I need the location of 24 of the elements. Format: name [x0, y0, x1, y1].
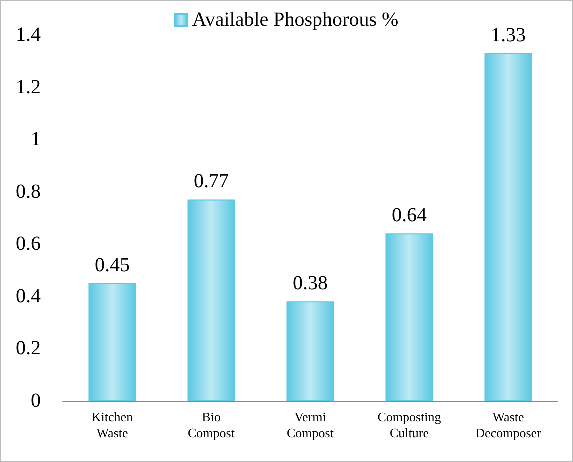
y-tick-label: 1 — [31, 128, 41, 151]
data-label: 0.64 — [392, 204, 427, 227]
x-tick-label: Bio Compost — [188, 410, 236, 440]
data-label: 1.33 — [491, 24, 526, 46]
bar — [188, 200, 236, 401]
y-tick-label: 0.6 — [16, 233, 41, 256]
x-tick-label: Composting Culture — [378, 410, 442, 440]
bar — [286, 302, 334, 401]
y-tick-label: 0.4 — [16, 285, 41, 308]
x-tick-label: Kitchen Waste — [92, 410, 134, 440]
y-tick-label: 1.2 — [16, 76, 41, 98]
bar — [88, 283, 136, 401]
x-tick-label: Vermi Compost — [287, 410, 334, 440]
data-label: 0.45 — [95, 254, 130, 276]
x-tick-label: Waste Decomposer — [476, 410, 542, 440]
y-tick-label: 0.2 — [16, 338, 41, 360]
y-tick-label: 1.4 — [16, 24, 41, 46]
data-label: 0.38 — [293, 272, 328, 295]
legend-label: Available Phosphorous % — [192, 9, 399, 31]
y-tick-label: 0 — [31, 390, 41, 412]
bar — [386, 234, 434, 401]
y-tick-label: 0.8 — [16, 180, 41, 203]
data-label: 0.77 — [194, 170, 229, 193]
bar — [484, 53, 532, 401]
